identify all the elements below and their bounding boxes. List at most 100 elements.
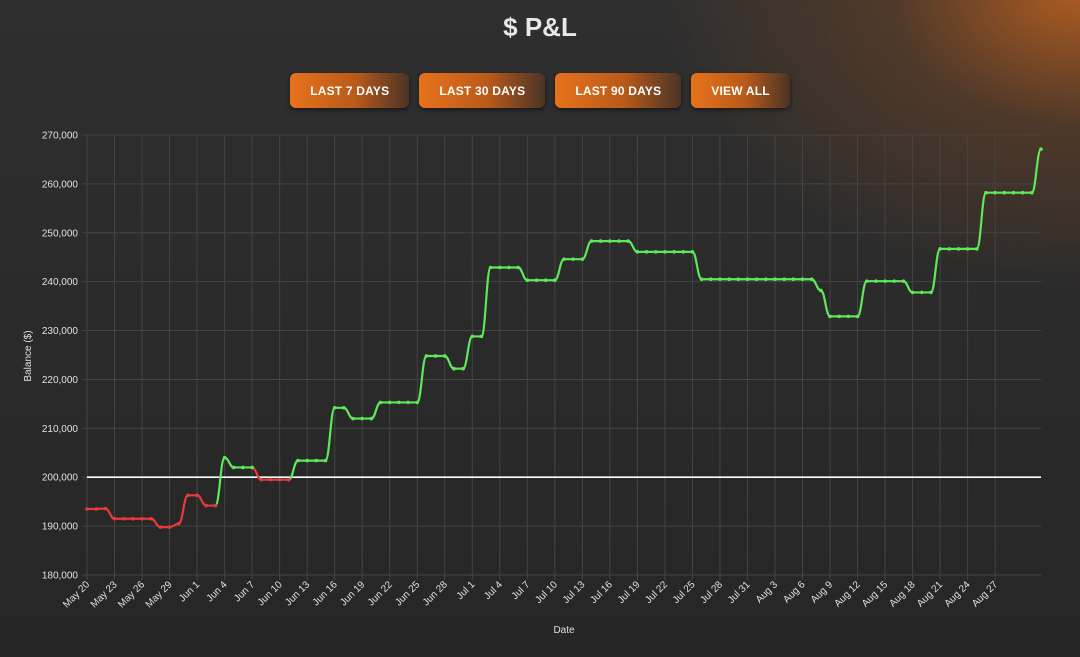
x-tick-label: Aug 18 xyxy=(888,579,918,609)
range-button-group: LAST 7 DAYS LAST 30 DAYS LAST 90 DAYS VI… xyxy=(0,73,1080,108)
data-point xyxy=(461,366,465,371)
data-point xyxy=(562,257,566,261)
x-tick-label: Jul 22 xyxy=(643,579,670,606)
x-tick-label: Aug 6 xyxy=(781,579,808,606)
y-tick-label: 240,000 xyxy=(42,277,79,288)
data-point xyxy=(617,239,621,243)
data-point xyxy=(553,278,557,283)
series-segment xyxy=(104,507,116,520)
data-point xyxy=(947,247,952,251)
series-segment xyxy=(177,494,190,525)
data-point xyxy=(351,416,355,421)
data-point xyxy=(543,278,548,283)
data-point xyxy=(470,334,475,339)
series-segment xyxy=(975,191,988,251)
data-point xyxy=(653,250,658,254)
x-tick-label: Aug 12 xyxy=(832,579,862,609)
data-point xyxy=(819,288,823,293)
data-point xyxy=(332,406,337,410)
data-point xyxy=(846,314,851,319)
data-point xyxy=(424,354,429,358)
data-point xyxy=(176,521,181,526)
series-segment xyxy=(1030,148,1043,194)
x-tick-label: Aug 21 xyxy=(915,579,945,609)
x-tick-label: May 26 xyxy=(116,579,147,610)
x-tick-label: Jun 25 xyxy=(393,579,422,608)
data-point xyxy=(204,503,209,508)
series-segment xyxy=(461,335,474,370)
x-tick-label: Jun 4 xyxy=(205,579,230,604)
x-tick-label: Aug 27 xyxy=(970,579,1000,609)
data-point xyxy=(681,250,686,254)
data-point xyxy=(708,277,713,282)
data-point xyxy=(782,277,786,282)
x-tick-label: May 23 xyxy=(89,579,120,610)
last-30-days-button[interactable]: LAST 30 DAYS xyxy=(419,73,546,108)
x-tick-label: Jun 10 xyxy=(256,579,285,608)
x-tick-label: Aug 3 xyxy=(754,579,781,606)
balance-series xyxy=(85,148,1043,529)
data-point xyxy=(874,279,878,283)
data-point xyxy=(1002,190,1007,195)
data-point xyxy=(158,525,163,529)
x-axis-label: Date xyxy=(553,625,575,636)
data-point xyxy=(259,477,264,482)
data-point xyxy=(938,247,942,251)
data-point xyxy=(516,265,520,270)
balance-points xyxy=(85,147,1043,529)
data-point xyxy=(910,290,915,295)
data-point xyxy=(296,458,300,463)
data-point xyxy=(929,290,933,295)
series-segment xyxy=(581,239,593,261)
data-point xyxy=(525,278,530,283)
x-tick-label: Aug 24 xyxy=(943,579,973,609)
x-tick-label: Jun 7 xyxy=(232,579,257,604)
data-point xyxy=(984,190,988,195)
data-point xyxy=(754,277,759,282)
data-point xyxy=(103,506,108,511)
last-7-days-button[interactable]: LAST 7 DAYS xyxy=(290,73,410,108)
series-segment xyxy=(443,354,456,370)
x-tick-label: Jul 13 xyxy=(561,579,588,606)
series-segment xyxy=(553,258,566,282)
series-segment xyxy=(691,250,703,281)
data-point xyxy=(956,247,961,251)
series-segment xyxy=(214,456,226,507)
data-point xyxy=(589,239,594,243)
data-point xyxy=(965,247,970,251)
data-point xyxy=(167,525,172,529)
x-tick-label: Jun 1 xyxy=(177,579,202,604)
x-tick-label: Jul 1 xyxy=(455,579,478,602)
y-tick-label: 260,000 xyxy=(42,179,79,190)
data-point xyxy=(222,455,227,460)
data-point xyxy=(397,400,401,405)
series-segment xyxy=(929,247,942,294)
view-all-button[interactable]: VIEW ALL xyxy=(691,73,790,108)
series-segment xyxy=(627,239,639,253)
data-point xyxy=(699,277,704,282)
x-tick-label: Jul 4 xyxy=(482,579,505,602)
data-point xyxy=(378,400,383,405)
series-segment xyxy=(856,280,868,318)
data-point xyxy=(608,239,612,243)
y-axis-ticks: 180,000 190,000 200,000 210,000 220,000 230,0… xyxy=(42,131,79,582)
y-tick-label: 230,000 xyxy=(42,326,79,337)
data-point xyxy=(94,507,98,511)
data-point xyxy=(1020,190,1025,195)
last-90-days-button[interactable]: LAST 90 DAYS xyxy=(555,73,682,108)
data-point xyxy=(745,277,750,282)
x-tick-label: Jun 28 xyxy=(421,579,450,608)
data-point xyxy=(488,265,493,270)
x-tick-label: May 20 xyxy=(61,579,92,610)
y-tick-label: 220,000 xyxy=(42,375,79,386)
x-tick-label: Jul 16 xyxy=(588,579,615,606)
data-point xyxy=(773,277,777,282)
data-point xyxy=(121,516,126,521)
x-tick-label: Jul 28 xyxy=(698,579,725,606)
series-segment xyxy=(480,266,492,338)
data-point xyxy=(635,250,640,254)
data-point xyxy=(1011,190,1016,195)
x-tick-label: Jun 22 xyxy=(366,579,395,608)
data-point xyxy=(828,314,832,319)
